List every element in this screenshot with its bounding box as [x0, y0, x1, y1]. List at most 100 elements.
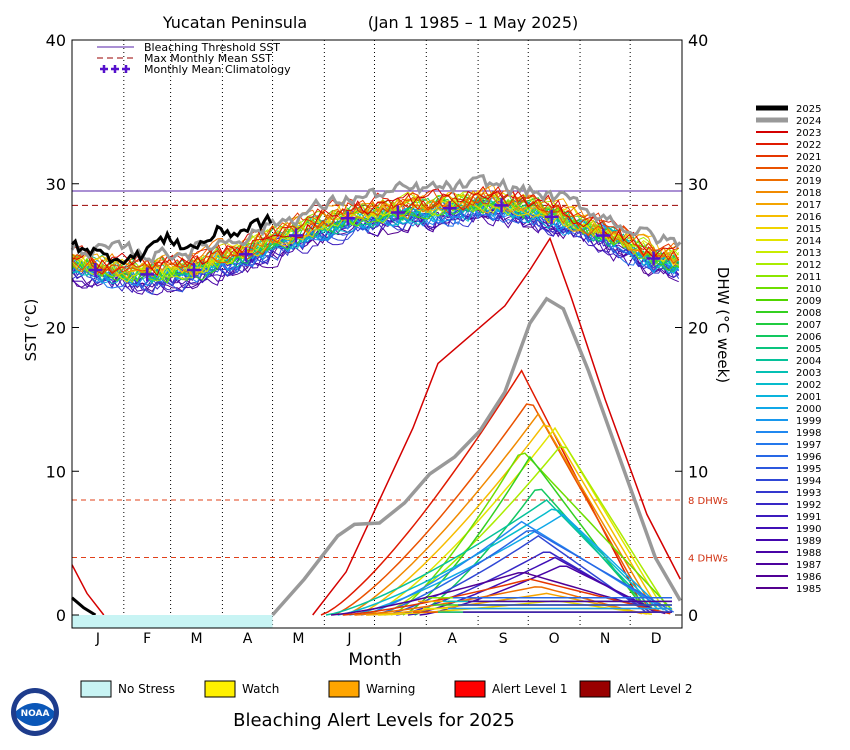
- noaa-logo: NOAA: [11, 688, 59, 736]
- alert-level-legend: No Stress Watch Warning Alert Level 1 Alert …: [80, 680, 693, 698]
- year-label-1995: 1995: [796, 464, 821, 475]
- year-label-1993: 1993: [796, 488, 821, 499]
- y-tick-label-right: 10: [688, 462, 708, 481]
- alert-swatch: [204, 680, 236, 698]
- y-tick-label-right: 20: [688, 319, 708, 338]
- year-label-2003: 2003: [796, 368, 821, 379]
- year-label-1986: 1986: [796, 572, 821, 583]
- sst-line-2025: [70, 212, 273, 266]
- y-tick-label-left: 40: [46, 31, 66, 50]
- legend-label-threshold: Bleaching Threshold SST: [144, 41, 280, 54]
- year-label-2009: 2009: [796, 296, 821, 307]
- sst-line-2017: [71, 183, 680, 279]
- dhw-line-2014: [367, 426, 663, 616]
- sst-line-2024: [70, 174, 682, 265]
- climatology-marker: [646, 251, 661, 266]
- month-label: A: [243, 631, 253, 647]
- year-label-1994: 1994: [796, 476, 821, 487]
- dhw-line-2016: [355, 424, 658, 616]
- legend-plus: [111, 65, 119, 73]
- year-label-1985: 1985: [796, 584, 821, 595]
- year-label-1990: 1990: [796, 524, 821, 535]
- year-label-2024: 2024: [796, 116, 821, 127]
- year-label-1992: 1992: [796, 500, 821, 511]
- plot-frame: [71, 39, 683, 629]
- dhw-line-2020: [332, 403, 648, 616]
- legend-label-climatology: Monthly Mean Climatology: [144, 63, 291, 76]
- alert-label: Watch: [242, 682, 279, 696]
- dhw-line-1994: [384, 534, 646, 616]
- month-label: N: [600, 631, 610, 647]
- climatology-marker: [187, 263, 201, 277]
- month-label: J: [397, 631, 402, 647]
- alert-swatch: [579, 680, 611, 698]
- dhw-reference-label: 4 DHWs: [688, 554, 728, 565]
- year-label-2000: 2000: [796, 404, 821, 415]
- month-label: M: [292, 631, 304, 647]
- sst-line-1994: [71, 207, 680, 287]
- x-axis-title: Month: [348, 650, 401, 670]
- legend-plus: [122, 65, 130, 73]
- year-label-1997: 1997: [796, 440, 821, 451]
- y-tick-label-left: 20: [46, 319, 66, 338]
- alert-bar-no-stress: [72, 615, 273, 628]
- climatology-marker: [494, 198, 509, 213]
- year-label-2025: 2025: [796, 104, 821, 115]
- dhw-reference-label: 8 DHWs: [688, 496, 728, 507]
- y-tick-label-right: 30: [688, 175, 708, 194]
- year-label-2015: 2015: [796, 224, 821, 235]
- dhw-line-2018: [344, 412, 653, 616]
- sst-series: [70, 174, 682, 296]
- chart-title: Yucatan Peninsula: [162, 13, 307, 32]
- y-axis-title-right: DHW (°C week): [714, 267, 732, 383]
- y-tick-label-left: 0: [56, 606, 66, 625]
- dhw-series: [71, 236, 682, 617]
- year-label-1996: 1996: [796, 452, 821, 463]
- climatology-markers: [88, 198, 661, 282]
- month-label: S: [499, 631, 508, 647]
- sst-line-2016: [71, 191, 679, 277]
- year-label-2011: 2011: [796, 272, 821, 283]
- alert-swatch: [454, 680, 486, 698]
- year-label-2005: 2005: [796, 344, 821, 355]
- sst-line-2021: [71, 192, 679, 273]
- dhw-line-2021: [342, 578, 671, 616]
- alert-swatch: [328, 680, 360, 698]
- year-label-2004: 2004: [796, 356, 821, 367]
- year-label-1998: 1998: [796, 428, 821, 439]
- axis-ticks: 0 0 10 10 20 20 30 30 40 40: [46, 31, 709, 625]
- y-tick-label-right: 0: [688, 606, 698, 625]
- dhw-line-2002: [337, 508, 660, 616]
- climatology-marker: [442, 201, 457, 216]
- year-label-2018: 2018: [796, 188, 821, 199]
- dhw-line-1996: [372, 529, 674, 616]
- year-label-1991: 1991: [796, 512, 821, 523]
- month-label: O: [549, 631, 560, 647]
- month-label: F: [143, 631, 151, 647]
- year-label-2008: 2008: [796, 308, 821, 319]
- month-label: J: [95, 631, 100, 647]
- climatology-marker: [596, 228, 611, 243]
- dhw-line-2023: [312, 236, 681, 616]
- month-label: A: [447, 631, 457, 647]
- legend-plus: [100, 65, 108, 73]
- dhw-line-2022: [320, 369, 643, 616]
- month-label: M: [190, 631, 202, 647]
- year-label-2016: 2016: [796, 212, 821, 223]
- year-label-2020: 2020: [796, 164, 821, 175]
- alert-bar: [72, 615, 273, 628]
- year-label-2021: 2021: [796, 152, 821, 163]
- legend-swatch-climatology: [100, 65, 130, 73]
- climatology-marker: [88, 263, 103, 277]
- year-label-2023: 2023: [796, 128, 821, 139]
- alert-label: Alert Level 1: [492, 682, 568, 696]
- y-tick-label-right: 40: [688, 31, 708, 50]
- climatology-marker: [288, 228, 303, 243]
- alert-swatch: [80, 680, 112, 698]
- year-label-1999: 1999: [796, 416, 821, 427]
- climatology-marker: [140, 267, 155, 282]
- y-tick-label-left: 10: [46, 462, 66, 481]
- dhw-line-1998: [360, 520, 669, 616]
- y-axis-title-left: SST (°C): [22, 299, 40, 362]
